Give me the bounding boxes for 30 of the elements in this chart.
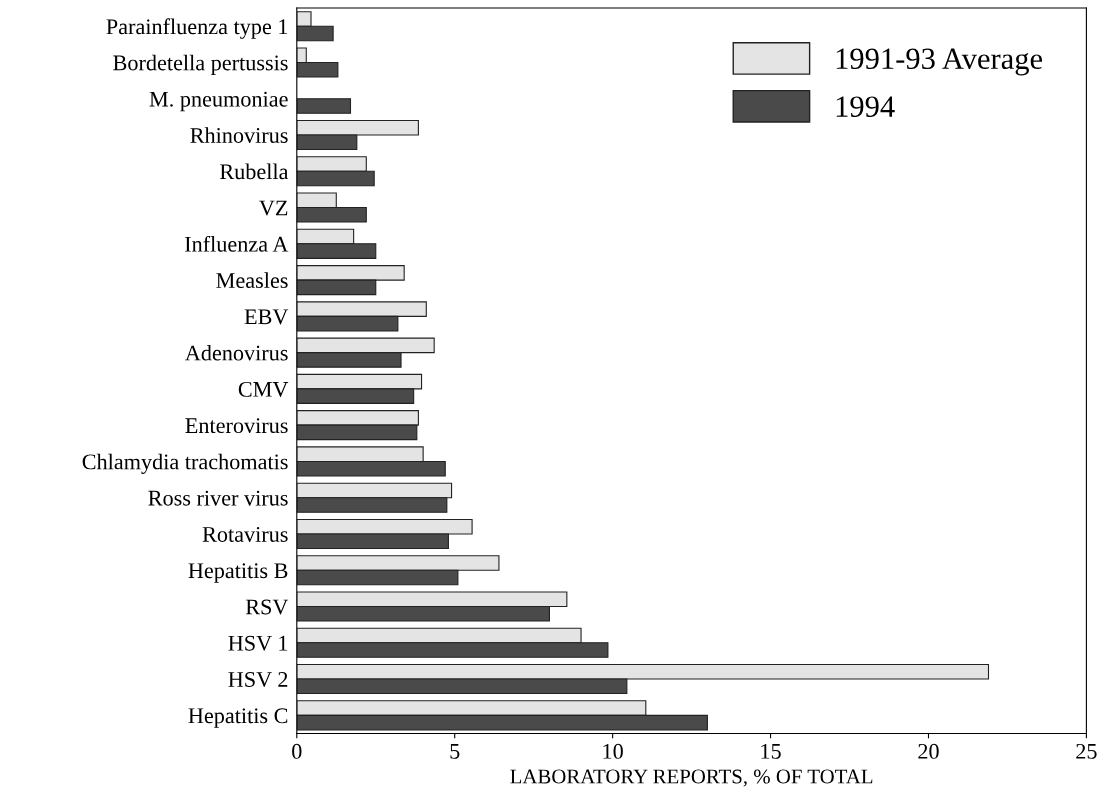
y-tick-label: Hepatitis B: [188, 563, 288, 583]
y-tick-label: Rhinovirus: [190, 127, 288, 143]
y-tick-label: Hepatitis C: [188, 708, 288, 728]
y-tick-label: RSV: [245, 599, 289, 615]
legend-label: 1994: [836, 96, 895, 117]
x-tick-label: 5: [450, 744, 460, 759]
y-tick-label: Rubella: [219, 163, 289, 180]
y-tick-label: CMV: [238, 381, 289, 397]
legend-label: 1991-93 Average: [836, 48, 1043, 76]
y-tick-label: Rotavirus: [202, 526, 288, 542]
y-tick-label: HSV 1: [228, 635, 288, 651]
y-tick-label: Parainfluenza type 1: [106, 18, 288, 39]
y-tick-label: M. pneumoniae: [149, 91, 288, 112]
bar: [296, 98, 352, 114]
y-tick-label: Chlamydia trachomatis: [82, 453, 288, 474]
y-tick-label: Measles: [216, 272, 288, 289]
y-tick-label: Bordetella pertussis: [113, 54, 288, 75]
x-axis-title: LABORATORY REPORTS, % OF TOTAL: [510, 769, 873, 787]
x-tick-label: 25: [1076, 743, 1097, 759]
y-tick-label: VZ: [259, 200, 288, 216]
y-tick-label: Enterovirus: [185, 418, 288, 434]
y-tick-label: HSV 2: [228, 672, 288, 688]
x-tick-label: 0: [292, 743, 302, 759]
x-tick-label: 15: [761, 743, 781, 759]
y-tick-label: Ross river virus: [148, 490, 288, 506]
x-tick-label: 10: [603, 743, 623, 759]
y-tick-label: Adenovirus: [184, 344, 288, 361]
y-tick-label: EBV: [244, 309, 289, 325]
y-tick-label: Influenza A: [184, 235, 289, 252]
x-tick-label: 20: [918, 743, 939, 759]
